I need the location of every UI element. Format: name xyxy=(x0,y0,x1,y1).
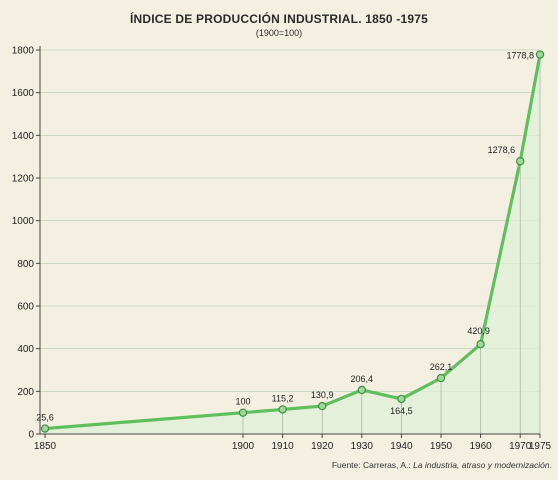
x-tick-label: 1850 xyxy=(34,441,57,452)
data-label: 25,6 xyxy=(36,413,54,423)
y-tick-label: 1200 xyxy=(12,174,35,185)
grid xyxy=(40,49,540,392)
x-tick-label: 1930 xyxy=(351,441,374,452)
data-point xyxy=(476,340,485,349)
data-points xyxy=(40,50,545,433)
data-label: 115,2 xyxy=(272,393,294,403)
source-suffix: . xyxy=(550,460,552,470)
data-point xyxy=(40,424,50,433)
y-tick-label: 800 xyxy=(17,259,34,270)
data-point xyxy=(278,405,287,414)
area-under-line xyxy=(45,54,540,434)
source-note: Fuente: Carreras, A.: La industria, atra… xyxy=(332,460,552,470)
x-tick-label: 1910 xyxy=(271,441,294,452)
data-label: 1778,8 xyxy=(506,51,534,61)
x-tick-label: 1950 xyxy=(430,441,453,452)
chart-title: ÍNDICE DE PRODUCCIÓN INDUSTRIAL. 1850 -1… xyxy=(130,11,428,26)
x-tick-label: 1900 xyxy=(232,441,255,452)
y-tick-label: 1600 xyxy=(12,88,35,99)
y-tick-label: 0 xyxy=(28,430,34,441)
y-tick-label: 400 xyxy=(17,344,34,355)
data-label: 130,9 xyxy=(311,390,334,400)
series-line xyxy=(44,54,542,431)
y-tick-label: 600 xyxy=(17,302,34,313)
y-tick-label: 1800 xyxy=(12,46,35,57)
data-point xyxy=(397,394,406,404)
y-tick-label: 1000 xyxy=(12,216,35,227)
chart-subtitle: (1900=100) xyxy=(256,28,302,38)
data-point xyxy=(516,157,525,166)
y-tick-label: 200 xyxy=(17,387,34,398)
data-point xyxy=(318,401,327,411)
source-work: La industria, atraso y modernización xyxy=(413,460,550,470)
x-tick-label: 1920 xyxy=(311,441,334,452)
data-label: 164,5 xyxy=(390,406,413,416)
y-tick-label: 1400 xyxy=(12,131,35,142)
series-path xyxy=(44,54,542,431)
axes xyxy=(39,46,540,435)
data-labels: 25,6 100 115,2 130,9 206,4 164,5 262,1 420,9 127… xyxy=(36,51,534,423)
data-point xyxy=(436,373,446,383)
data-label: 1278,6 xyxy=(488,145,516,155)
data-label: 206,4 xyxy=(351,374,374,384)
x-tick-label: 1970 xyxy=(509,441,532,452)
data-label: 262,1 xyxy=(430,362,453,372)
data-point xyxy=(238,408,248,417)
data-label: 420,9 xyxy=(467,326,490,336)
data-point xyxy=(535,50,545,59)
y-axis-ticks: 0 200 400 600 800 1000 1200 1400 1600 1800 xyxy=(12,46,40,441)
source-prefix: Fuente: Carreras, A.: xyxy=(332,460,413,470)
x-tick-label: 1975 xyxy=(529,441,552,452)
area-fill xyxy=(45,54,540,434)
x-tick-label: 1940 xyxy=(390,441,413,452)
data-label: 100 xyxy=(235,397,250,407)
data-point xyxy=(357,385,366,395)
x-tick-label: 1960 xyxy=(469,441,492,452)
